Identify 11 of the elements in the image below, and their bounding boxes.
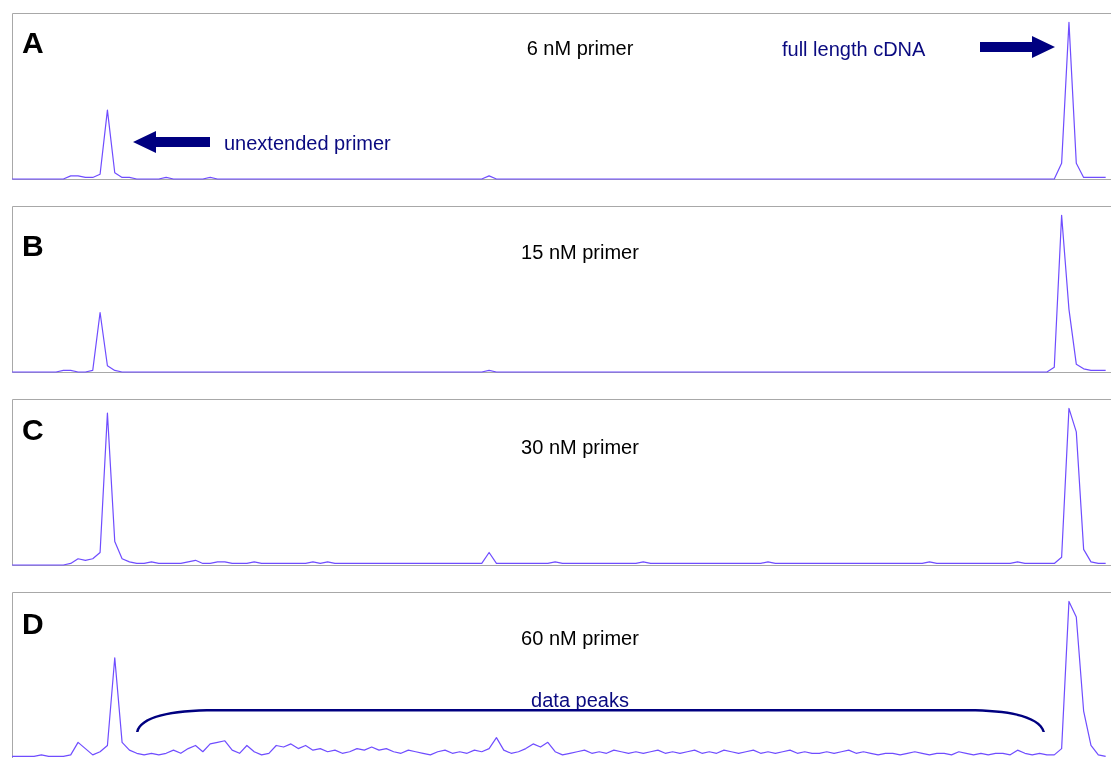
annotation: full length cDNA (782, 38, 927, 60)
chart-title: D (22, 607, 44, 640)
text: 60 nM primer (521, 627, 640, 649)
text: 15 nM primer (521, 241, 640, 263)
chart-title: C (22, 413, 44, 446)
text: 6 nM primer (526, 37, 634, 59)
chart-title: A (22, 26, 44, 59)
annotation: data peaks (531, 689, 629, 711)
annotation: unextended primer (224, 132, 392, 154)
text: B (22, 229, 44, 262)
text: 30 nM primer (521, 436, 640, 458)
